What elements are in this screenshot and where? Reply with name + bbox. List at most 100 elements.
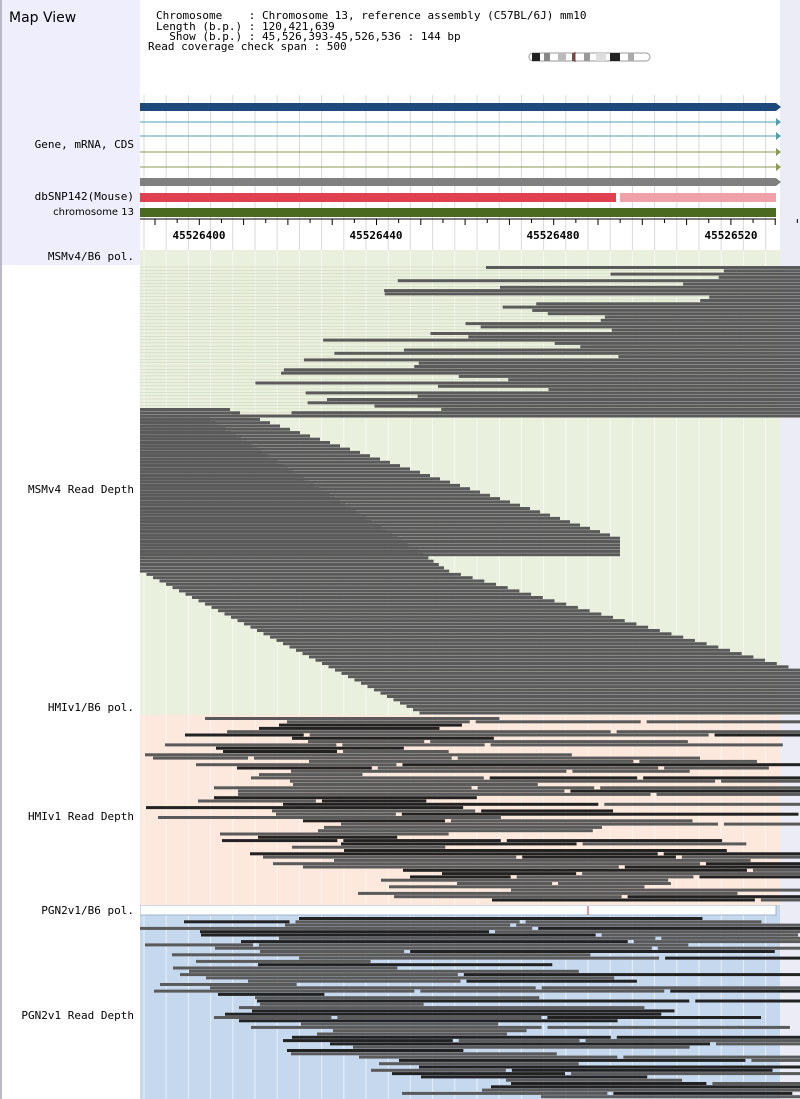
read <box>525 920 762 924</box>
read <box>307 401 800 405</box>
read <box>389 885 645 889</box>
read <box>140 437 320 441</box>
read <box>281 371 800 375</box>
read <box>716 1042 800 1046</box>
read <box>250 852 658 856</box>
read <box>699 875 800 879</box>
read <box>158 816 501 819</box>
read <box>154 989 415 993</box>
read <box>201 933 596 937</box>
read <box>341 671 800 675</box>
read <box>303 865 619 869</box>
read <box>285 923 511 927</box>
read <box>140 447 350 451</box>
read <box>337 1016 542 1019</box>
read <box>760 898 800 902</box>
read <box>394 895 622 899</box>
coverage-span-info: Read coverage check span : 500 <box>148 40 347 53</box>
read <box>417 394 800 398</box>
cds-arrow <box>776 148 781 156</box>
read <box>205 717 500 720</box>
dbsnp-track-label: dbSNP142(Mouse) <box>34 190 134 203</box>
scale-tick-label: 45526520 <box>704 229 758 242</box>
read <box>322 662 777 665</box>
read <box>695 999 800 1003</box>
read <box>511 1068 773 1072</box>
read <box>380 691 800 695</box>
read <box>611 328 800 332</box>
read <box>165 743 337 747</box>
read <box>140 417 260 421</box>
read <box>140 467 410 471</box>
read <box>367 685 800 689</box>
pol-track <box>140 905 777 916</box>
read <box>457 756 700 760</box>
read <box>140 450 360 454</box>
read <box>140 431 300 435</box>
read <box>296 648 730 652</box>
hmiv1-read-pane[interactable] <box>140 715 800 905</box>
read <box>291 1052 557 1056</box>
read <box>511 1082 707 1085</box>
read <box>387 695 800 698</box>
read <box>255 381 800 385</box>
read <box>541 986 800 990</box>
side-rule <box>0 0 2 1099</box>
read <box>580 345 800 349</box>
read <box>413 708 800 712</box>
read <box>700 299 800 302</box>
read <box>377 766 659 770</box>
read <box>624 865 800 869</box>
read <box>610 272 800 276</box>
label-header-area <box>0 0 140 265</box>
read <box>237 766 372 770</box>
read <box>140 480 450 484</box>
read <box>492 898 755 902</box>
read <box>303 819 445 823</box>
read <box>220 832 449 836</box>
read <box>140 497 500 501</box>
read <box>430 332 800 335</box>
read <box>200 930 490 934</box>
read <box>214 786 472 790</box>
read <box>237 619 625 623</box>
read <box>292 736 494 740</box>
pgn2v1-pol-label: PGN2v1/B6 pol. <box>41 904 134 917</box>
read <box>140 441 330 444</box>
read <box>600 318 800 322</box>
scale-tick-label: 45526480 <box>526 229 580 242</box>
read <box>418 361 800 365</box>
read <box>600 786 800 790</box>
read <box>751 1058 800 1062</box>
read <box>140 516 560 520</box>
read <box>292 1035 611 1039</box>
read <box>140 454 370 458</box>
read <box>502 305 800 309</box>
read <box>303 358 800 362</box>
read <box>450 819 693 823</box>
read <box>324 825 602 829</box>
read <box>538 926 800 930</box>
read <box>613 1091 793 1095</box>
read <box>140 408 230 411</box>
mrna-arrow <box>776 118 781 126</box>
read <box>263 632 672 636</box>
read <box>257 629 660 632</box>
read <box>361 681 800 685</box>
chromosome-ideogram[interactable] <box>528 52 652 62</box>
read <box>335 668 800 672</box>
read <box>709 295 800 299</box>
msmv4-read-pane[interactable] <box>140 250 800 715</box>
read <box>140 493 490 497</box>
pgn2v1-read-pane[interactable] <box>140 905 800 1099</box>
read <box>657 946 800 950</box>
read <box>283 368 800 372</box>
read <box>309 759 634 763</box>
gray-track <box>140 178 776 186</box>
read <box>670 989 800 993</box>
read <box>410 875 511 879</box>
read <box>140 559 434 563</box>
read <box>571 1072 800 1076</box>
read <box>140 507 530 510</box>
read <box>238 789 565 793</box>
